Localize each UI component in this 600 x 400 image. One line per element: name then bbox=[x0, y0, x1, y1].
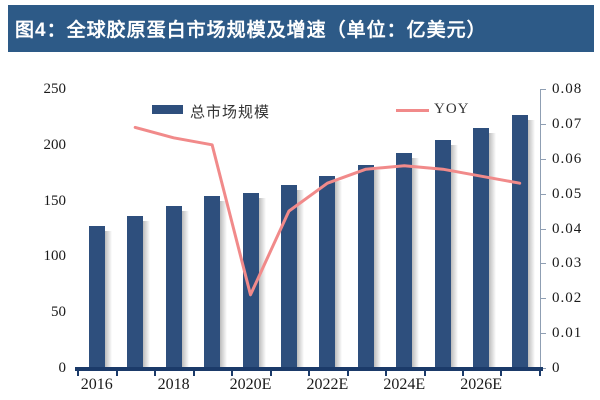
x-axis-label-2020E: 2020E bbox=[229, 376, 272, 393]
bar-2019 bbox=[204, 196, 228, 371]
bar-2023E bbox=[357, 164, 381, 372]
legend-bar-label: 总市场规模 bbox=[190, 105, 271, 121]
bar-2021E bbox=[280, 184, 304, 372]
left-axis-tick-label: 200 bbox=[43, 136, 67, 153]
figure-title-bar: 图4：全球胶原蛋白市场规模及增速（单位：亿美元） bbox=[8, 5, 594, 52]
bar-2025E bbox=[434, 140, 458, 371]
left-axis-tick-label: 100 bbox=[43, 248, 67, 265]
x-axis-tick bbox=[154, 370, 157, 376]
right-axis-tick-label: 0.05 bbox=[552, 185, 583, 202]
right-axis-tick-label: 0.03 bbox=[552, 255, 583, 272]
x-axis-tick bbox=[423, 370, 426, 376]
bar-2018 bbox=[165, 206, 189, 371]
bar-2020E bbox=[242, 192, 266, 372]
right-axis-tick bbox=[540, 158, 546, 160]
right-axis-tick bbox=[540, 368, 546, 369]
x-axis-label-2026E: 2026E bbox=[460, 376, 503, 393]
right-axis-tick-label: 0.08 bbox=[552, 81, 583, 97]
x-axis-tick bbox=[269, 370, 272, 376]
x-axis-tick bbox=[115, 370, 118, 376]
chart-area: 总市场规模 YOY 0 50 100 150 200 250 0 0.01 0.02 0.03 0… bbox=[0, 52, 600, 400]
figure-title: 图4：全球胶原蛋白市场规模及增速（单位：亿美元） bbox=[15, 20, 487, 41]
x-axis-tick bbox=[192, 370, 195, 376]
right-axis-tick-label: 0.06 bbox=[552, 150, 583, 167]
x-axis-tick bbox=[308, 370, 311, 376]
right-axis-tick-label: 0.04 bbox=[552, 220, 583, 237]
legend-line-label: YOY bbox=[434, 101, 470, 117]
right-axis-tick bbox=[540, 333, 546, 335]
right-axis-tick bbox=[540, 193, 546, 195]
x-axis-label-2018: 2018 bbox=[157, 376, 190, 393]
right-axis-tick bbox=[540, 298, 546, 300]
bar-2024E bbox=[396, 152, 420, 372]
x-axis-line bbox=[75, 366, 543, 371]
x-axis-tick bbox=[77, 370, 80, 376]
right-axis-tick bbox=[540, 228, 546, 230]
left-axis-tick-label: 250 bbox=[43, 81, 67, 97]
x-axis-tick bbox=[231, 370, 234, 376]
bar-2022E bbox=[319, 176, 343, 371]
x-axis-tick bbox=[538, 370, 541, 376]
right-axis-tick-label: 0.01 bbox=[552, 325, 583, 342]
left-axis-tick-label: 150 bbox=[43, 192, 67, 209]
left-axis-tick-label: 0 bbox=[58, 360, 67, 376]
bar-2027E bbox=[511, 114, 535, 372]
right-axis-tick bbox=[540, 123, 546, 125]
x-axis-label-2022E: 2022E bbox=[306, 376, 349, 393]
left-axis-tick-label: 50 bbox=[51, 304, 66, 321]
x-axis-tick bbox=[385, 370, 388, 376]
x-axis-tick bbox=[461, 370, 464, 376]
x-axis-tick bbox=[500, 370, 503, 376]
bar-2017 bbox=[127, 216, 151, 371]
right-axis-tick-label: 0.07 bbox=[552, 115, 583, 132]
right-axis-tick-label: 0.02 bbox=[552, 290, 583, 307]
bar-2016 bbox=[88, 226, 112, 371]
right-axis-tick bbox=[540, 263, 546, 265]
right-axis-tick bbox=[540, 89, 546, 90]
x-axis-label-2016: 2016 bbox=[80, 376, 113, 393]
x-axis-label-2024E: 2024E bbox=[383, 376, 426, 393]
bar-2026E bbox=[473, 128, 497, 371]
legend-bar-swatch bbox=[152, 105, 183, 114]
x-axis-tick bbox=[346, 370, 349, 376]
right-axis-tick-label: 0 bbox=[552, 360, 561, 376]
right-axis-line bbox=[540, 89, 541, 371]
legend-line-swatch bbox=[396, 109, 429, 112]
